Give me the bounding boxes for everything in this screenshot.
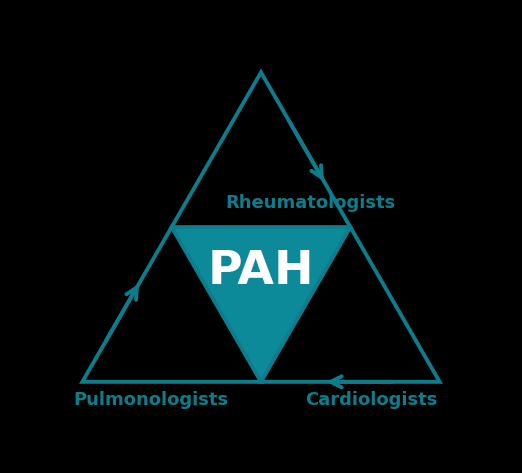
Text: Pulmonologists: Pulmonologists — [73, 391, 228, 409]
Text: Rheumatologists: Rheumatologists — [226, 193, 396, 211]
Text: Cardiologists: Cardiologists — [305, 391, 437, 409]
Text: PAH: PAH — [208, 249, 314, 294]
Polygon shape — [172, 227, 350, 382]
